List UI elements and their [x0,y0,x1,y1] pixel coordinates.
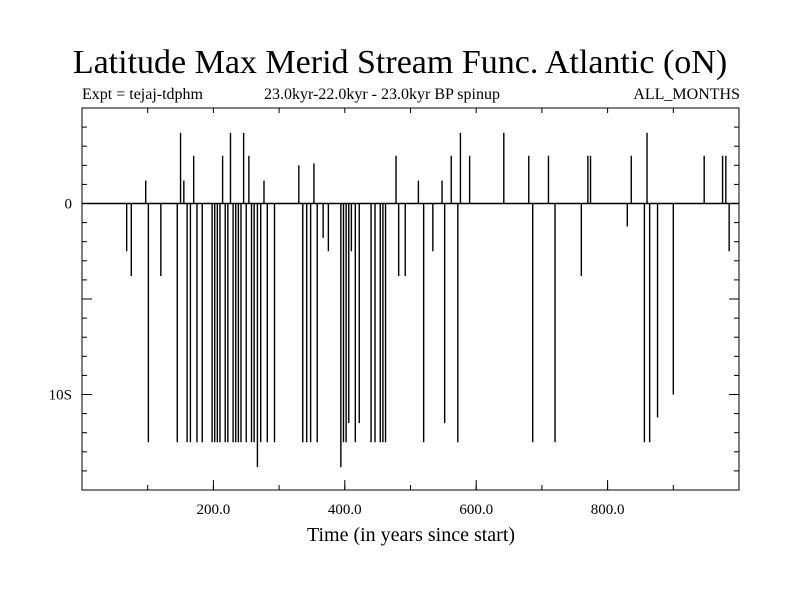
x-tick-label: 800.0 [591,502,625,518]
chart-title: Latitude Max Merid Stream Func. Atlantic… [72,44,728,81]
x-tick-label: 600.0 [459,502,493,518]
x-tick-label: 200.0 [197,502,231,518]
x-tick-label: 400.0 [328,502,362,518]
months-label: ALL_MONTHS [633,86,740,103]
series-line [125,132,730,468]
x-axis-label: Time (in years since start) [307,524,515,546]
period-label: 23.0kyr-22.0kyr - 23.0kyr BP spinup [264,86,500,103]
y-tick-label: 0 [65,197,73,213]
minor-ticks [82,108,739,490]
y-tick-label: 10S [49,388,72,404]
y-axis-ticks: 0 10S [49,197,72,404]
x-axis-ticks: 200.0 400.0 600.0 800.0 [197,480,625,518]
experiment-label: Expt = tejaj-tdphm [82,86,203,103]
